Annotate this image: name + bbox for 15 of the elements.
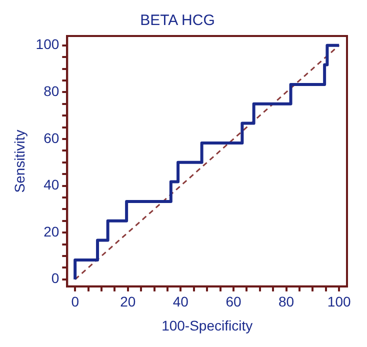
y-tick-label: 0 — [51, 270, 60, 286]
y-tick-label: 40 — [44, 176, 60, 193]
chart-title: BETA HCG — [140, 12, 215, 30]
y-tick-label: 80 — [44, 83, 60, 100]
y-axis-title: Sensitivity — [11, 130, 28, 193]
x-tick-label: 60 — [226, 294, 242, 310]
x-tick-label: 20 — [120, 294, 136, 310]
x-tick-label: 80 — [278, 294, 294, 310]
y-tick-label: 20 — [44, 223, 60, 240]
x-tick-label: 40 — [172, 294, 189, 310]
x-tick-label: 100 — [327, 294, 351, 310]
y-tick-label: 100 — [36, 36, 60, 52]
x-axis-title: 100-Specificity — [162, 317, 253, 334]
y-tick-label: 60 — [44, 130, 60, 146]
x-tick-label: 0 — [71, 294, 80, 310]
